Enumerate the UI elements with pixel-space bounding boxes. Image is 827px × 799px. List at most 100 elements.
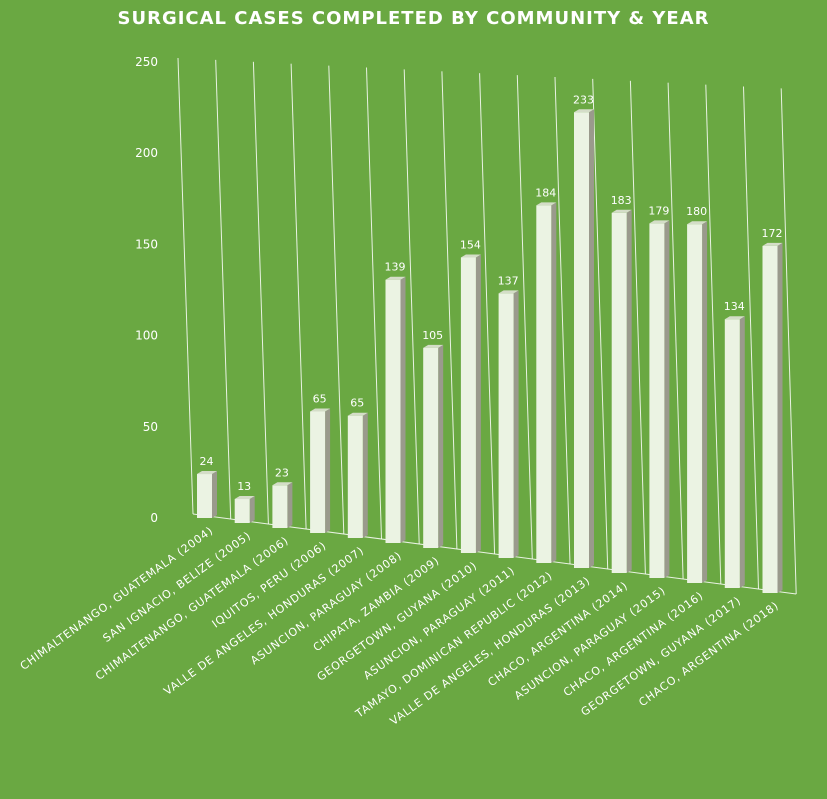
y-tick-label: 100: [135, 329, 158, 343]
bar: 24: [197, 455, 217, 518]
bar: 65: [347, 397, 368, 538]
bar-top: [385, 276, 406, 280]
data-label: 134: [724, 300, 745, 313]
bar-top: [423, 344, 444, 348]
gridlines: [177, 57, 797, 595]
bar-front: [649, 223, 665, 578]
gridline: [215, 59, 232, 520]
gridline: [441, 71, 458, 550]
bar: 154: [460, 239, 481, 553]
bar-side: [325, 408, 331, 533]
bar-top: [347, 412, 368, 416]
x-tick-label: GEORGETOWN, GUYANA (2017): [579, 594, 744, 719]
bar-front: [687, 224, 703, 583]
bar-top: [649, 220, 670, 224]
data-label: 184: [535, 186, 556, 199]
bar-front: [460, 257, 476, 553]
bar-top: [762, 242, 783, 246]
bar: 13: [234, 480, 255, 523]
bar-top: [234, 496, 255, 500]
bar-side: [589, 109, 594, 568]
bar: 139: [385, 261, 406, 543]
data-label: 233: [573, 93, 594, 106]
bar: 134: [724, 300, 745, 588]
bar: 179: [648, 204, 670, 578]
data-label: 180: [686, 205, 707, 218]
bar-top: [197, 471, 217, 475]
bar-top: [574, 109, 594, 113]
y-tick-label: 250: [135, 55, 158, 69]
bar-side: [287, 482, 293, 528]
bar-front: [762, 245, 778, 594]
bar-side: [438, 344, 444, 548]
y-tick-label: 50: [143, 420, 158, 434]
gridline: [592, 78, 609, 570]
bar-side: [249, 496, 255, 523]
bar-front: [234, 499, 250, 523]
bar-front: [385, 279, 401, 543]
gridline: [667, 82, 684, 580]
gridline: [629, 80, 646, 575]
bar-side: [212, 471, 217, 518]
bar-top: [536, 202, 557, 206]
bar: 65: [310, 393, 331, 533]
bar-side: [626, 209, 632, 573]
bar-top: [724, 316, 745, 320]
bar-top: [460, 254, 481, 258]
y-tick-label: 150: [135, 237, 158, 251]
bar: 172: [762, 227, 783, 594]
gridline: [743, 86, 759, 590]
bar-front: [423, 347, 439, 548]
bar-front: [498, 293, 514, 558]
data-label: 105: [422, 329, 443, 342]
bar-side: [400, 276, 406, 543]
data-label: 65: [350, 397, 364, 410]
bar-top: [498, 290, 519, 294]
bar-side: [475, 254, 481, 553]
bar-side: [551, 202, 557, 563]
bar: 23: [272, 466, 293, 528]
bar-side: [777, 242, 783, 594]
data-label: 137: [498, 274, 519, 287]
gridline: [366, 67, 382, 540]
bar: 105: [422, 329, 444, 548]
gridline: [554, 76, 571, 565]
bar-top: [310, 408, 331, 412]
data-label: 65: [313, 393, 327, 406]
data-label: 139: [385, 261, 406, 274]
x-tick-label: GEORGETOWN, GUYANA (2010): [315, 559, 480, 684]
bar-front: [574, 112, 589, 568]
data-label: 183: [611, 194, 632, 207]
gridline: [252, 61, 269, 525]
data-label: 13: [237, 480, 251, 493]
gridline: [479, 73, 496, 555]
y-tick-label: 200: [135, 146, 158, 160]
bar-front: [611, 212, 627, 573]
data-label: 24: [200, 455, 214, 468]
bar-front: [272, 485, 288, 528]
bar-front: [347, 415, 363, 538]
bar: 180: [686, 205, 708, 583]
bar: 137: [498, 274, 519, 558]
bar: 184: [535, 186, 557, 563]
data-label: 172: [762, 227, 783, 240]
data-label: 23: [275, 466, 289, 479]
bar-front: [310, 411, 326, 533]
bar: 233: [573, 93, 594, 568]
gridline: [290, 63, 307, 530]
gridline: [403, 69, 420, 545]
bar-side: [739, 316, 745, 588]
data-label: 179: [648, 204, 669, 217]
data-label: 154: [460, 239, 481, 252]
bars: 24 13 23 65 65 139 105 154 137 184 233 183 179 180 134…: [197, 93, 783, 594]
bar-front: [536, 205, 552, 563]
bar-side: [362, 412, 368, 538]
bar-side: [702, 221, 708, 583]
bar-front: [724, 319, 740, 588]
bar-front: [197, 474, 212, 518]
bar: 183: [611, 194, 632, 573]
gridline: [705, 84, 722, 585]
bar-top: [611, 209, 632, 213]
